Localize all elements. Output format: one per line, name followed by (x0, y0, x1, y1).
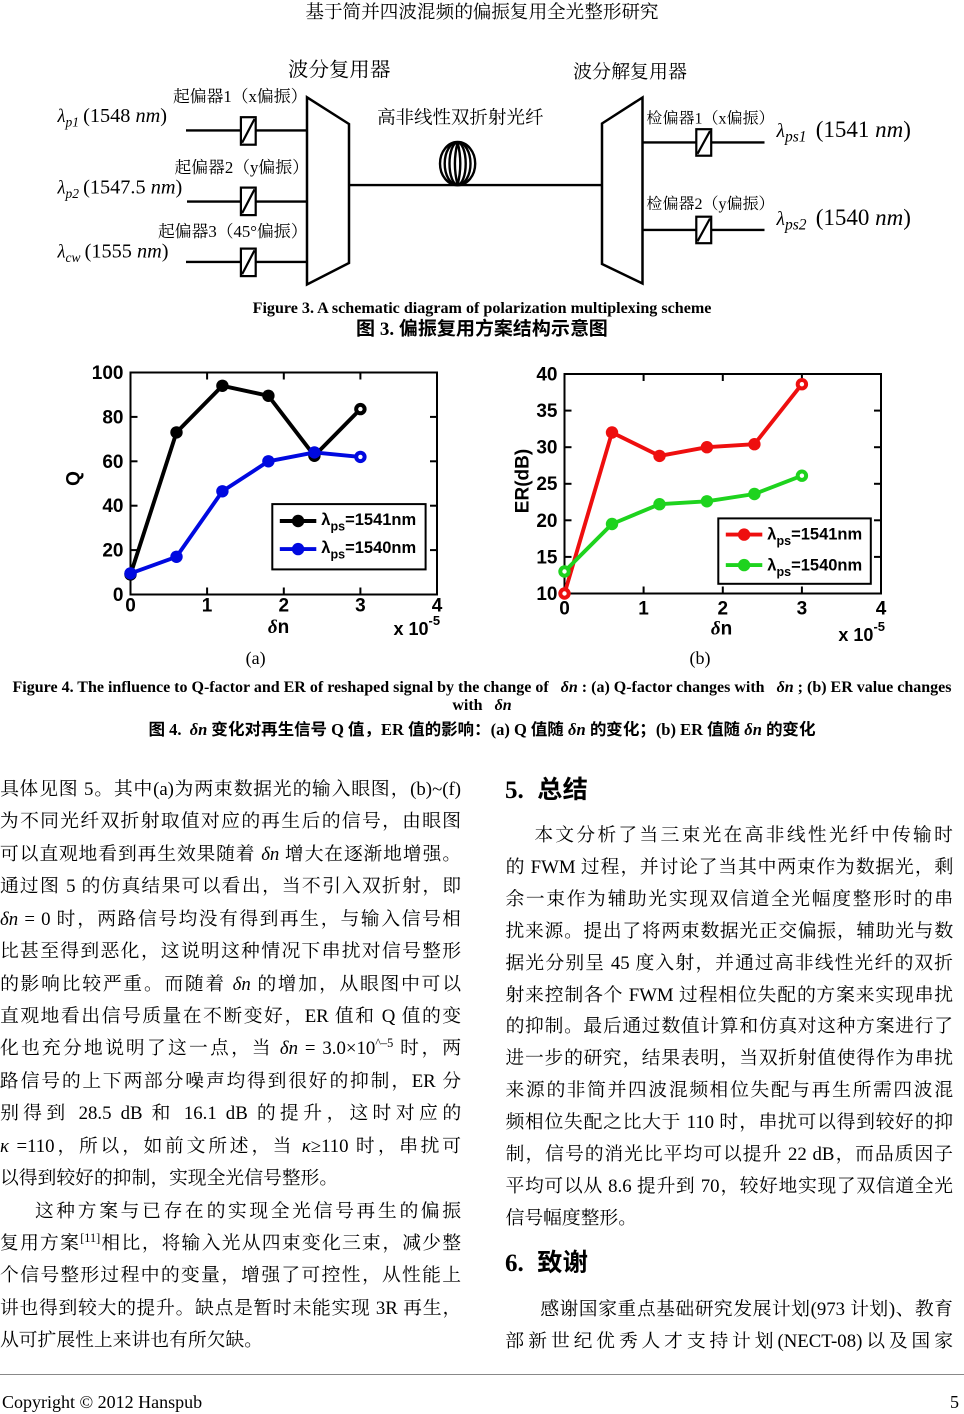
svg-text:15: 15 (536, 547, 558, 568)
svg-text:3: 3 (797, 599, 808, 620)
svg-text:(a): (a) (246, 648, 266, 669)
svg-text:0: 0 (113, 585, 124, 606)
svg-text:波分复用器: 波分复用器 (288, 59, 391, 82)
svg-text:35: 35 (536, 401, 558, 422)
svg-text:高非线性双折射光纤: 高非线性双折射光纤 (377, 108, 544, 129)
svg-text:0: 0 (559, 599, 570, 620)
svg-text:20: 20 (536, 511, 557, 532)
svg-text:20: 20 (102, 541, 123, 562)
svg-text:30: 30 (536, 438, 557, 459)
svg-text:起偏器1（x偏振）: 起偏器1（x偏振） (173, 87, 307, 106)
svg-text:2: 2 (718, 599, 729, 620)
svg-text:δn: δn (711, 619, 732, 640)
svg-text:λps=1540nm: λps=1540nm (767, 557, 862, 580)
svg-text:λps1 (1541 nm): λps1 (1541 nm) (776, 117, 911, 146)
svg-text:(b): (b) (690, 648, 711, 669)
svg-text:4: 4 (432, 596, 443, 617)
svg-text:10: 10 (536, 584, 557, 605)
svg-text:λp2 (1547.5 nm): λp2 (1547.5 nm) (57, 176, 183, 201)
svg-text:起偏器3（45°偏振）: 起偏器3（45°偏振） (158, 222, 307, 241)
svg-text:λps=1541nm: λps=1541nm (767, 526, 862, 549)
svg-text:25: 25 (536, 474, 558, 495)
svg-text:2: 2 (279, 596, 290, 617)
svg-text:λps=1541nm: λps=1541nm (321, 511, 416, 534)
svg-text:1: 1 (638, 599, 649, 620)
svg-text:40: 40 (536, 365, 557, 386)
svg-text:40: 40 (102, 496, 123, 517)
svg-text:4: 4 (876, 599, 887, 620)
svg-text:x 10-5: x 10-5 (838, 619, 885, 645)
svg-text:ER(dB): ER(dB) (513, 449, 534, 513)
svg-text:3: 3 (355, 596, 366, 617)
svg-text:60: 60 (102, 452, 123, 473)
svg-text:δn: δn (268, 617, 289, 638)
svg-text:检偏器1（x偏振）: 检偏器1（x偏振） (647, 109, 775, 127)
svg-text:λps2 (1540 nm): λps2 (1540 nm) (776, 205, 911, 234)
svg-text:λcw (1555 nm): λcw (1555 nm) (57, 241, 169, 266)
svg-text:起偏器2（y偏振）: 起偏器2（y偏振） (175, 158, 309, 177)
svg-text:λps=1540nm: λps=1540nm (321, 539, 416, 562)
svg-text:80: 80 (102, 407, 123, 428)
svg-text:x 10-5: x 10-5 (394, 613, 441, 639)
svg-text:1: 1 (202, 596, 213, 617)
svg-text:λp1 (1548 nm): λp1 (1548 nm) (57, 105, 168, 130)
svg-text:100: 100 (92, 363, 124, 384)
svg-text:检偏器2（y偏振）: 检偏器2（y偏振） (647, 195, 775, 213)
svg-text:0: 0 (125, 596, 136, 617)
svg-text:Q: Q (64, 471, 85, 486)
svg-text:波分解复用器: 波分解复用器 (573, 62, 687, 83)
